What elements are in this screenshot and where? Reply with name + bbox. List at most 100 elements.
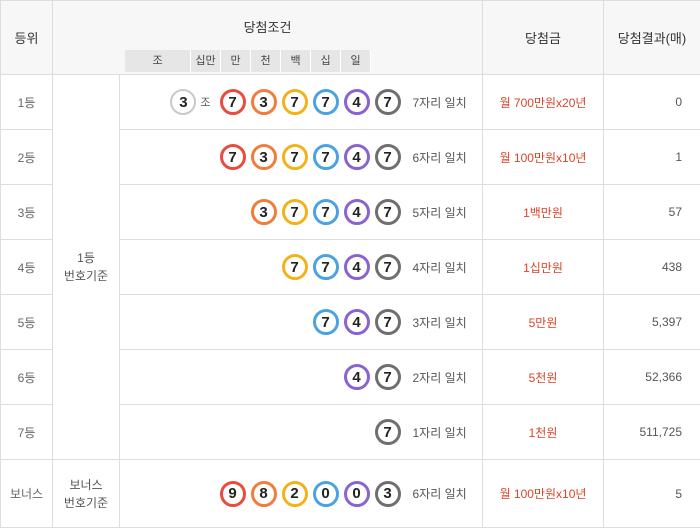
number-ball: 4 xyxy=(343,254,370,280)
number-ball: 7 xyxy=(312,199,339,225)
number-ball: 7 xyxy=(312,309,339,335)
ball-group: 4 7 xyxy=(343,364,401,390)
jo-ball: 3 xyxy=(170,89,197,115)
ball-group: 7 3 7 7 4 7 xyxy=(219,144,401,170)
number-ball: 7 xyxy=(281,89,308,115)
number-ball: 0 xyxy=(343,480,370,507)
balls-cell: 3 7 7 4 7 xyxy=(119,184,409,240)
number-ball: 7 xyxy=(281,254,308,280)
header-row: 등위 당첨조건 조 십만 만 천 백 십 일 당첨금 당첨결과(매) xyxy=(0,0,700,75)
header-condition: 당첨조건 조 십만 만 천 백 십 일 xyxy=(52,0,483,75)
balls-cell: 3 조 7 3 7 7 4 7 xyxy=(119,74,409,130)
basis-first-rank: 1등 xyxy=(77,251,95,265)
number-ball: 7 xyxy=(219,89,246,115)
rank-cell: 6등 xyxy=(0,349,53,405)
number-ball: 4 xyxy=(343,144,370,170)
number-ball: 8 xyxy=(250,480,277,507)
prize-cell: 1천원 xyxy=(482,404,604,460)
number-ball: 4 xyxy=(343,364,370,390)
basis-bonus-cell: 보너스 번호기준 xyxy=(52,459,120,528)
basis-first-label: 번호기준 xyxy=(63,269,109,283)
subhead-jo: 조 xyxy=(125,50,191,72)
match-cell: 6자리 일치 xyxy=(408,459,483,528)
count-cell: 438 xyxy=(603,239,700,295)
number-ball: 7 xyxy=(219,144,246,170)
ball-group: 3 7 7 4 7 xyxy=(250,199,401,225)
ball-group: 7 xyxy=(374,419,401,445)
ball-group: 7 7 4 7 xyxy=(281,254,401,280)
header-prize: 당첨금 xyxy=(482,0,604,75)
balls-cell: 7 3 7 7 4 7 xyxy=(119,129,409,185)
prize-cell: 1백만원 xyxy=(482,184,604,240)
number-ball: 7 xyxy=(281,199,308,225)
ball-group: 9 8 2 0 0 3 xyxy=(219,480,401,507)
basis-first-cell: 1등 번호기준 xyxy=(52,74,120,460)
table-row: 5등 7 4 7 3자리 일치 5만원 5,397 xyxy=(0,294,700,350)
table-row: 1등 1등 번호기준 3 조 7 3 7 7 4 7 7자리 일치 월 700만… xyxy=(0,74,700,460)
number-ball: 7 xyxy=(281,144,308,170)
number-ball: 9 xyxy=(219,480,246,507)
table-row: 3등 3 7 7 4 7 5자리 일치 1백만원 57 xyxy=(0,184,700,240)
number-ball: 7 xyxy=(312,254,339,280)
number-ball: 7 xyxy=(312,144,339,170)
match-cell: 6자리 일치 xyxy=(408,129,483,185)
count-cell: 1 xyxy=(603,129,700,185)
subhead-one: 일 xyxy=(341,50,371,72)
prize-cell: 5만원 xyxy=(482,294,604,350)
rank-cell: 5등 xyxy=(0,294,53,350)
ball-group: 7 4 7 xyxy=(312,309,401,335)
subhead-thousand: 천 xyxy=(251,50,281,72)
balls-cell: 7 4 7 xyxy=(119,294,409,350)
match-cell: 2자리 일치 xyxy=(408,349,483,405)
header-rank: 등위 xyxy=(0,0,53,75)
match-cell: 3자리 일치 xyxy=(408,294,483,350)
number-ball: 0 xyxy=(312,480,339,507)
basis-bonus-label: 번호기준 xyxy=(63,495,109,510)
rank-cell: 1등 xyxy=(0,74,53,130)
number-ball: 7 xyxy=(374,89,401,115)
count-cell: 57 xyxy=(603,184,700,240)
count-cell: 52,366 xyxy=(603,349,700,405)
match-cell: 7자리 일치 xyxy=(408,74,483,130)
table-row: 4등 7 7 4 7 4자리 일치 1십만원 438 xyxy=(0,239,700,295)
prize-cell: 1십만원 xyxy=(482,239,604,295)
balls-cell: 7 7 4 7 xyxy=(119,239,409,295)
count-cell: 5,397 xyxy=(603,294,700,350)
number-ball: 7 xyxy=(374,199,401,225)
rank-cell: 7등 xyxy=(0,404,53,460)
digit-subheader: 조 십만 만 천 백 십 일 xyxy=(125,50,371,72)
balls-cell: 9 8 2 0 0 3 xyxy=(119,459,409,528)
number-ball: 3 xyxy=(250,144,277,170)
count-cell: 5 xyxy=(603,459,700,528)
subhead-ten: 십 xyxy=(311,50,341,72)
prize-cell: 월 100만원x10년 xyxy=(482,459,604,528)
number-ball: 3 xyxy=(250,89,277,115)
prize-cell: 월 100만원x10년 xyxy=(482,129,604,185)
number-ball: 4 xyxy=(343,89,370,115)
header-result: 당첨결과(매) xyxy=(603,0,700,75)
balls-cell: 7 xyxy=(119,404,409,460)
basis-bonus-rank: 보너스 xyxy=(69,477,103,492)
match-cell: 1자리 일치 xyxy=(408,404,483,460)
number-ball: 7 xyxy=(374,364,401,390)
rank-cell: 보너스 xyxy=(0,459,53,528)
bonus-row: 보너스 보너스 번호기준 9 8 2 0 0 3 6자리 일치 월 100만원x… xyxy=(0,459,700,528)
prize-cell: 5천원 xyxy=(482,349,604,405)
number-ball: 7 xyxy=(374,309,401,335)
number-ball: 7 xyxy=(374,419,401,445)
number-ball: 2 xyxy=(281,480,308,507)
number-ball: 4 xyxy=(343,309,370,335)
count-cell: 511,725 xyxy=(603,404,700,460)
table-row: 6등 4 7 2자리 일치 5천원 52,366 xyxy=(0,349,700,405)
subhead-ten-thousand: 만 xyxy=(221,50,251,72)
number-ball: 7 xyxy=(374,254,401,280)
header-condition-label: 당첨조건 xyxy=(243,20,292,35)
subhead-hundred-thousand: 십만 xyxy=(191,50,221,72)
number-ball: 4 xyxy=(343,199,370,225)
number-ball: 3 xyxy=(250,199,277,225)
rank-cell: 3등 xyxy=(0,184,53,240)
match-cell: 4자리 일치 xyxy=(408,239,483,295)
number-ball: 7 xyxy=(374,144,401,170)
balls-cell: 4 7 xyxy=(119,349,409,405)
rank-cell: 4등 xyxy=(0,239,53,295)
